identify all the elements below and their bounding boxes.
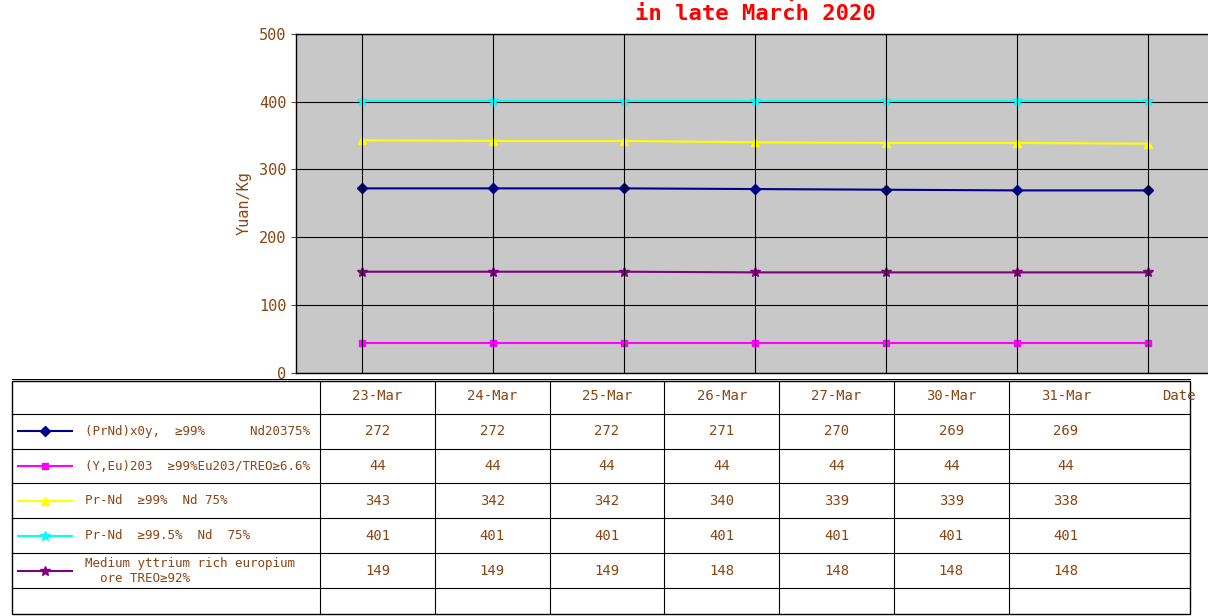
Text: 148: 148 <box>939 564 964 578</box>
Text: 149: 149 <box>594 564 620 578</box>
Text: 44: 44 <box>484 459 500 473</box>
Text: 338: 338 <box>1053 494 1079 508</box>
Text: 44: 44 <box>599 459 615 473</box>
Text: 149: 149 <box>365 564 390 578</box>
Text: Date: Date <box>1162 389 1196 403</box>
Text: (Y,Eu)203  ≥99%Eu203/TREO≥6.6%: (Y,Eu)203 ≥99%Eu203/TREO≥6.6% <box>85 460 309 472</box>
Title: Mixed rare earth prices trend
in late March 2020: Mixed rare earth prices trend in late Ma… <box>561 0 949 24</box>
Text: 27-Mar: 27-Mar <box>812 389 861 403</box>
Text: 272: 272 <box>480 424 505 438</box>
Text: 30-Mar: 30-Mar <box>927 389 976 403</box>
Text: 401: 401 <box>365 529 390 543</box>
Text: 401: 401 <box>594 529 620 543</box>
Text: Pr-Nd  ≥99%  Nd 75%: Pr-Nd ≥99% Nd 75% <box>85 495 227 508</box>
Text: 340: 340 <box>709 494 734 508</box>
Text: 24-Mar: 24-Mar <box>467 389 517 403</box>
Text: 401: 401 <box>824 529 849 543</box>
Text: 271: 271 <box>709 424 734 438</box>
Text: 148: 148 <box>1053 564 1079 578</box>
Text: 44: 44 <box>714 459 730 473</box>
Text: 401: 401 <box>1053 529 1079 543</box>
Text: 25-Mar: 25-Mar <box>582 389 632 403</box>
Text: 401: 401 <box>709 529 734 543</box>
Text: 401: 401 <box>939 529 964 543</box>
Text: 339: 339 <box>824 494 849 508</box>
Text: Pr-Nd  ≥99.5%  Nd  75%: Pr-Nd ≥99.5% Nd 75% <box>85 529 250 542</box>
Text: 148: 148 <box>709 564 734 578</box>
Text: 26-Mar: 26-Mar <box>697 389 747 403</box>
Text: 23-Mar: 23-Mar <box>353 389 402 403</box>
Text: 44: 44 <box>1058 459 1074 473</box>
FancyBboxPatch shape <box>12 381 1190 614</box>
Text: 44: 44 <box>829 459 844 473</box>
Text: 31-Mar: 31-Mar <box>1041 389 1091 403</box>
Text: Medium yttrium rich europium
  ore TREO≥92%: Medium yttrium rich europium ore TREO≥92… <box>85 557 295 585</box>
Text: 342: 342 <box>480 494 505 508</box>
Text: 269: 269 <box>939 424 964 438</box>
Text: 272: 272 <box>365 424 390 438</box>
Text: 343: 343 <box>365 494 390 508</box>
Y-axis label: Yuan/Kg: Yuan/Kg <box>237 171 252 235</box>
Text: 148: 148 <box>824 564 849 578</box>
Text: 44: 44 <box>370 459 385 473</box>
Text: 401: 401 <box>480 529 505 543</box>
Text: 44: 44 <box>943 459 959 473</box>
Text: 272: 272 <box>594 424 620 438</box>
Text: 269: 269 <box>1053 424 1079 438</box>
Text: 342: 342 <box>594 494 620 508</box>
Text: 270: 270 <box>824 424 849 438</box>
Text: 149: 149 <box>480 564 505 578</box>
Text: (PrNd)x0y,  ≥99%      Nd20375%: (PrNd)x0y, ≥99% Nd20375% <box>85 424 309 437</box>
Text: 339: 339 <box>939 494 964 508</box>
